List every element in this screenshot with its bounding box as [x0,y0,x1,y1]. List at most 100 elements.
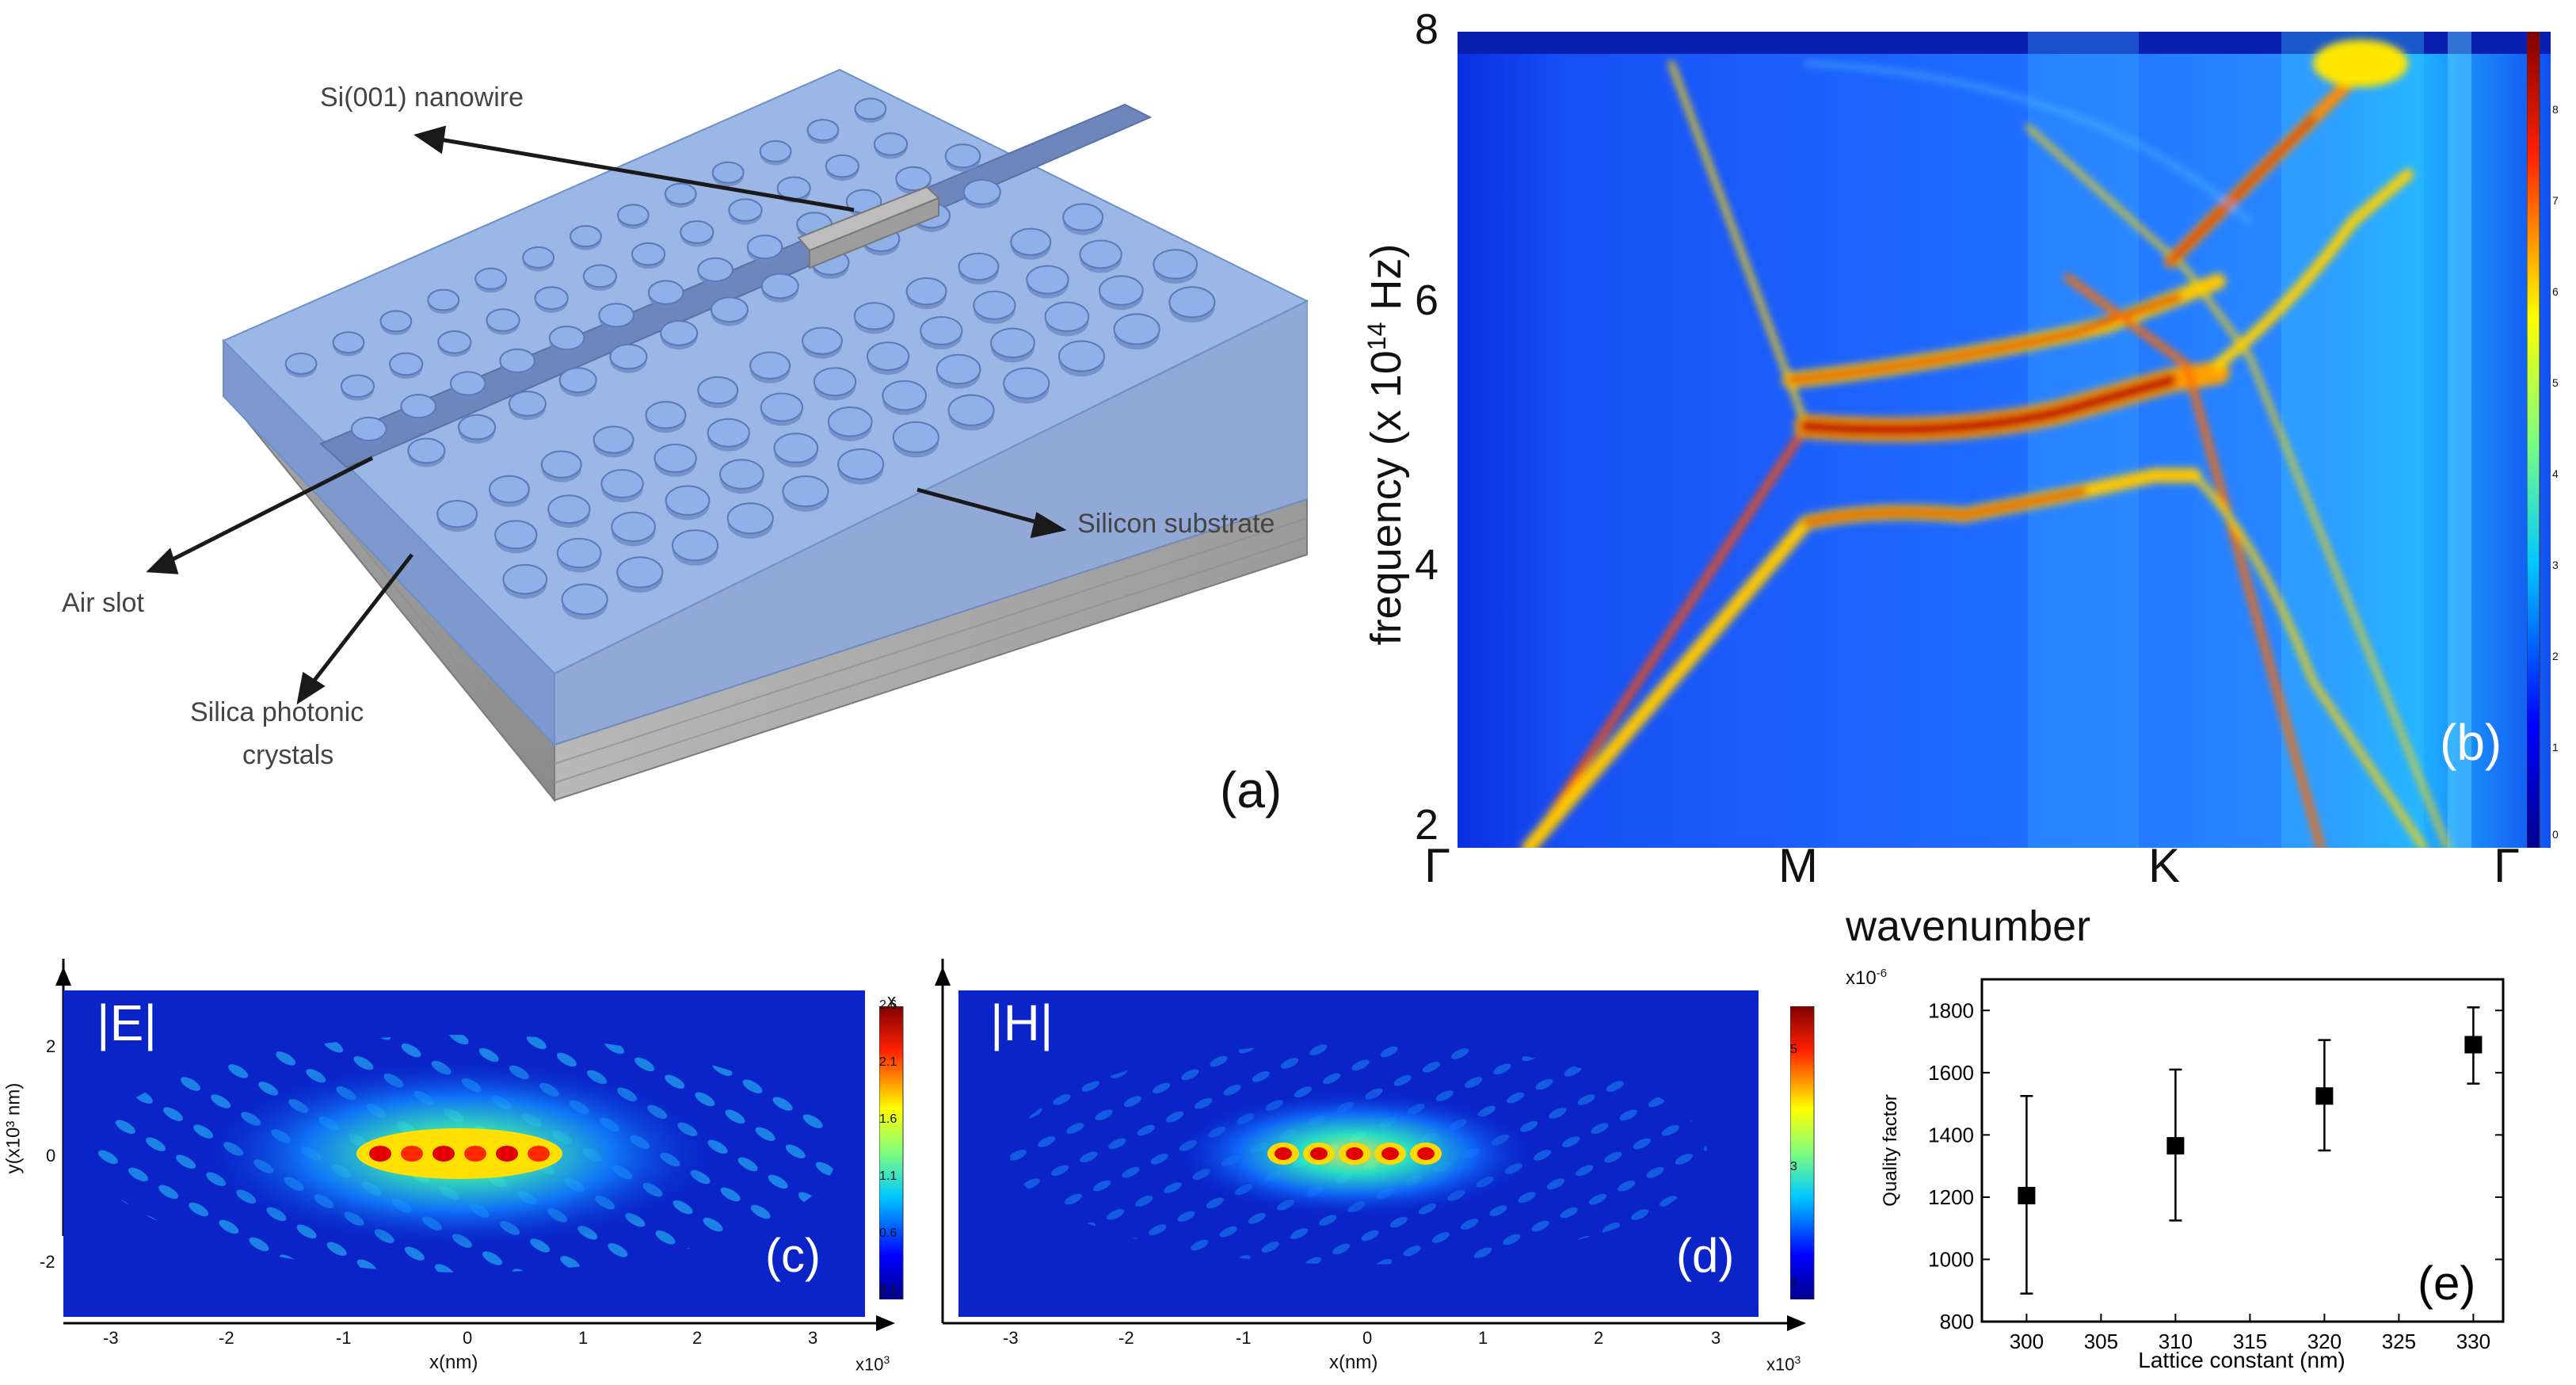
panel-d-tag: (d) [1676,1229,1735,1282]
crystal-hole [1168,286,1216,323]
crystal-hole [1113,313,1160,350]
xtick-m: M [1778,839,1818,892]
cbar-d-tick-5: 5 [1790,1043,1797,1056]
panel-b-tag: (b) [2440,714,2502,771]
panel-c-ylabel: y(x10³ nm) [2,1082,25,1174]
label-crystals-2: crystals [242,740,334,770]
panel-d-colorbar [1790,1006,1815,1299]
panel-b-xlabel: wavenumber [1846,902,2091,950]
crystal-hole [1057,340,1106,377]
panel-c: y(x10³ nm) x 2 0 -2 |E| (c) 2.6 2.1 1.6 [0,959,911,1385]
panel-c-ytick-0: 0 [46,1146,56,1166]
crystal-hole [746,235,783,263]
cbar-tick-8: 8 [2552,103,2559,116]
cbar-tick-7: 7 [2552,194,2559,207]
h-hotspot [1303,1143,1335,1165]
h-hotspot [1374,1143,1406,1165]
panel-c-colorbar [879,1006,904,1299]
crystal-hole [284,352,318,378]
panel-e-multiplier: x10-6 [1846,967,1887,990]
crystal-hole [680,220,714,247]
label-substrate: Silicon substrate [1077,509,1275,539]
crystal-hole [671,529,719,566]
crystal-hole [759,139,792,166]
crystal-hole [609,343,648,373]
band-vertical-glow-2 [2281,32,2424,848]
qchart-xtick-label: 300 [2010,1330,2044,1353]
cbar-c-tick-1-6: 1.6 [879,1112,897,1126]
crystal-hole [407,437,446,467]
crystal-hole [350,416,387,445]
panel-d-xmultiplier: x103 [1766,1353,1801,1375]
crystal-hole [488,475,530,507]
band-structure-plot [1458,32,2551,848]
cbar-tick-3: 3 [2552,559,2559,571]
crystal-hole [1153,249,1198,284]
crystal-hole [873,132,909,159]
crystal-hole [645,401,687,433]
crystal-hole [437,330,472,357]
panel-d-xlabel: x(nm) [1329,1352,1378,1373]
crystal-hole [801,326,843,359]
crystal-hole [813,367,857,401]
cbar-c-tick-2-1: 2.1 [879,1055,897,1069]
qchart-xlabel: Lattice constant (nm) [2138,1348,2345,1372]
panel-c-ytick-2: 2 [46,1036,56,1056]
h-map-hotspots [1267,1143,1442,1165]
cbar-tick-0: 0 [2552,828,2559,841]
ylabel-exp: 14 [1362,322,1391,351]
panel-c-ytick-m2: -2 [40,1252,55,1272]
qchart-ylabel: Quality factor [1880,1094,1901,1206]
crystal-hole [540,450,582,483]
qchart-marker [2166,1137,2185,1155]
label-air-slot: Air slot [62,588,144,618]
c-xtick-1: 1 [578,1328,589,1348]
panel-d-field: |H| [990,994,1054,1051]
band-faint-arc [1804,61,2252,224]
e-map-core [356,1128,562,1179]
crystal-hole [664,182,697,208]
panel-b: frequency (x 1014 Hz) 8 6 4 2 [1339,0,2576,967]
crystal-hole [962,178,1001,209]
d-xtick-m1: -1 [1236,1328,1252,1348]
crystal-hole [728,198,763,225]
crystal-hole [719,459,764,494]
panel-d-xticks: -3 -2 -1 0 1 2 3 [911,1328,1822,1360]
band-side-branch [2212,169,2414,370]
arrow-substrate [916,487,1046,527]
qchart-ytick-label: 1800 [1928,998,1974,1022]
crystal-hole [947,394,995,431]
crystal-hole [1044,301,1090,337]
crystal-hole [882,380,928,415]
crystal-hole [494,520,538,554]
crystal-hole [611,511,656,547]
qchart-ytick-label: 1400 [1928,1123,1974,1147]
crystal-hole [760,392,804,426]
d-xtick-0: 0 [1362,1328,1373,1348]
d-xtick-3: 3 [1711,1328,1721,1348]
cbar-c-tick-0-1: 0.1 [879,1284,897,1297]
panel-a: Si(001) nanowire Silicon substrate Air s… [0,0,1331,848]
crystal-hole [600,469,644,503]
crystal-hole [598,303,634,331]
band-colorbar-ticks: 8 7 6 5 4 3 2 1 0 [2552,32,2576,848]
crystal-hole [697,376,739,408]
band-mode-upper-core [1787,294,2182,383]
qchart-xtick-label: 315 [2233,1330,2267,1353]
crystal-hole [854,97,887,123]
panel-c-xmult-exp: 3 [883,1353,890,1366]
panel-c-xmult-base: x10 [855,1354,884,1375]
crystal-hole [760,273,799,303]
qchart-points [2018,1006,2483,1295]
panel-c-field: |E| [97,994,157,1051]
crystal-hole [486,308,520,335]
cbar-tick-2: 2 [2552,650,2559,662]
crystal-hole [837,448,885,485]
band-upper-branch-core [2168,116,2315,264]
crystal-hole [499,348,536,376]
qchart-point [2464,1006,2483,1085]
crystal-hole [1010,227,1052,260]
cbar-tick-1: 1 [2552,741,2559,754]
crystal-hole [958,252,1000,284]
c-xtick-0: 0 [463,1328,473,1348]
